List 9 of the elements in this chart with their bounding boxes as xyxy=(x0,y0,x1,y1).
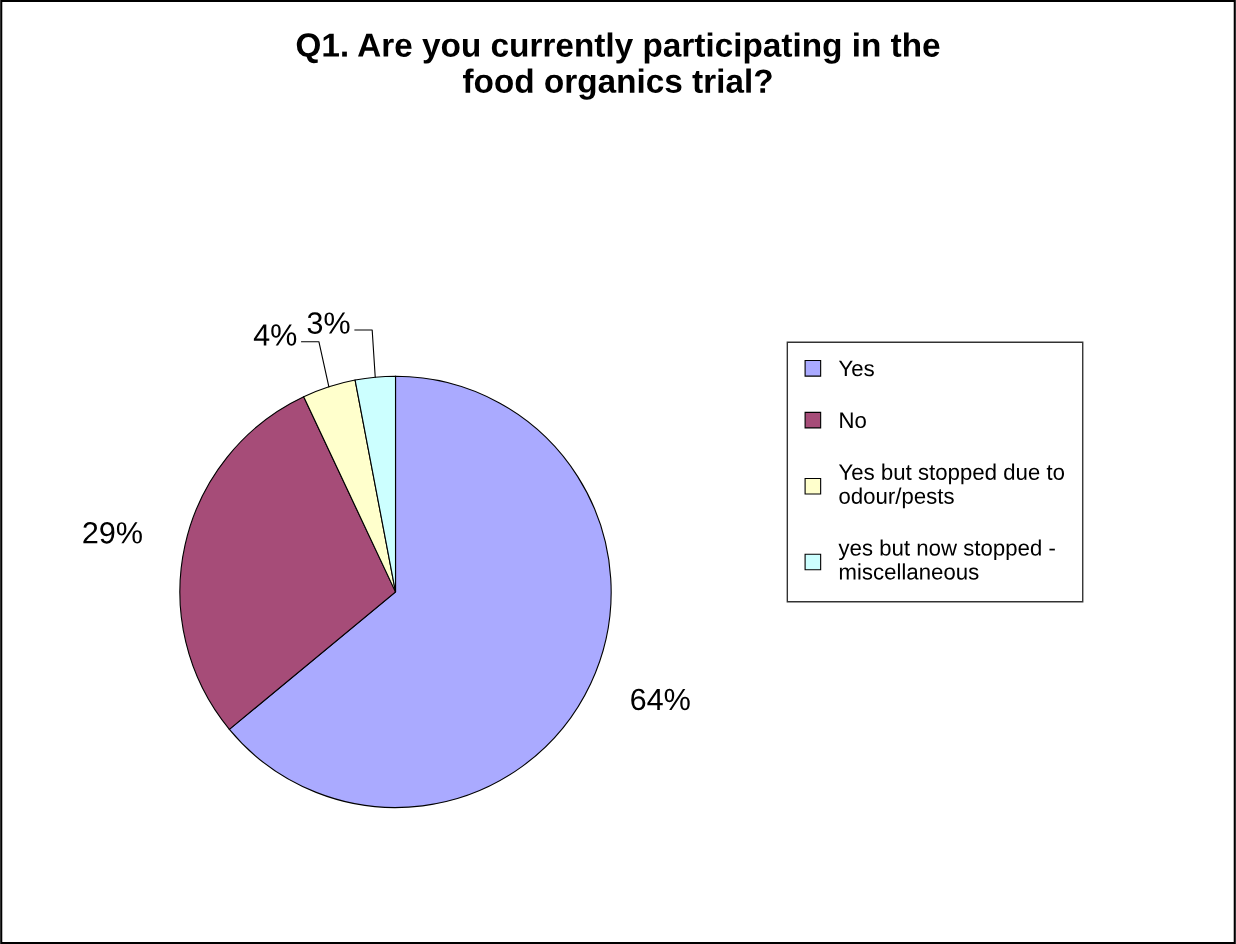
legend-label: Yes but stopped due to odour/pests xyxy=(838,463,1065,509)
legend-label: Yes xyxy=(838,360,874,377)
data-label: 3% xyxy=(307,312,350,334)
data-label: 4% xyxy=(253,324,297,346)
legend-label: No xyxy=(840,412,866,429)
chart-title: Q1. Are you currently participating in the food organics trial? xyxy=(296,32,940,100)
data-label: 64% xyxy=(631,688,690,711)
legend-label: yes but now stopped - miscellaneous xyxy=(838,539,1055,580)
data-label: 29% xyxy=(83,522,142,544)
